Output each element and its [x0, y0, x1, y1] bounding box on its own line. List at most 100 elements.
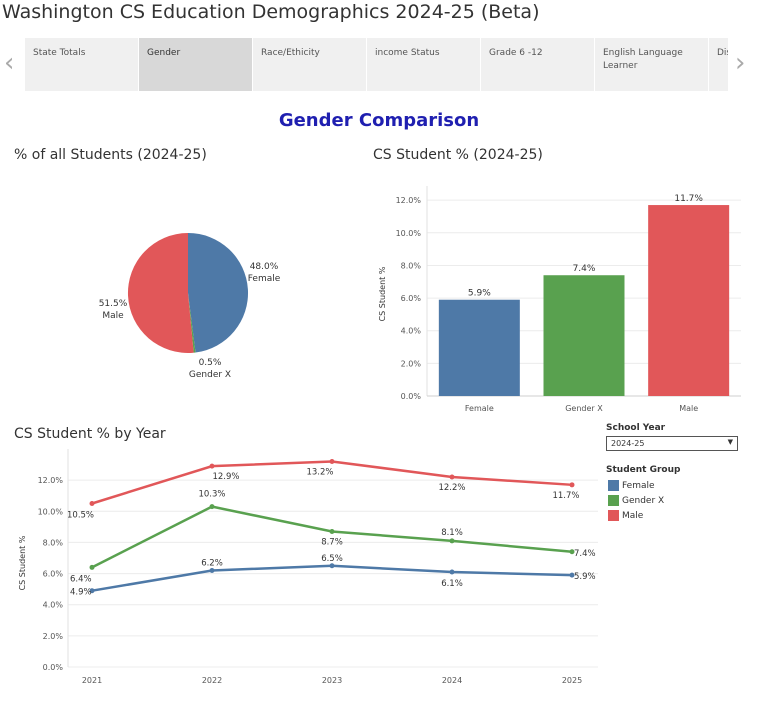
dropdown-arrow-icon: ▼ — [727, 438, 733, 446]
legend-swatch — [608, 480, 619, 491]
line-y-tick-label: 4.0% — [43, 601, 64, 610]
line-point-male — [569, 482, 575, 488]
line-point-male — [89, 501, 95, 506]
line-point-label: 6.1% — [441, 579, 463, 589]
pie-slice-name-label: Male — [102, 311, 124, 321]
chevron-right-icon[interactable]: › — [735, 48, 746, 78]
bar-value-label: 7.4% — [573, 264, 596, 274]
pie-slice-male — [127, 232, 194, 353]
line-point-gender-x — [329, 529, 335, 535]
school-year-select[interactable]: 2024-25 ▼ — [606, 436, 738, 451]
student-group-label: Student Group — [606, 465, 681, 475]
line-point-female — [329, 563, 335, 569]
line-point-label: 6.5% — [321, 554, 343, 564]
line-x-tick-label: 2021 — [82, 676, 102, 685]
legend-item-female[interactable]: Female — [608, 480, 655, 492]
line-y-axis-title: CS Student % — [18, 535, 27, 590]
line-point-label: 6.4% — [70, 574, 92, 584]
bar-x-tick-label: Gender X — [565, 404, 603, 413]
legend-item-gender-x[interactable]: Gender X — [608, 495, 664, 507]
tab-race-ethnicity[interactable]: Race/Ethicity — [253, 38, 366, 91]
line-point-female — [209, 567, 215, 573]
line-x-tick-label: 2023 — [322, 676, 342, 685]
bar-y-tick-label: 10.0% — [396, 229, 422, 238]
bar-y-tick-label: 8.0% — [401, 261, 422, 270]
line-series-female — [91, 564, 573, 592]
legend-item-male[interactable]: Male — [608, 510, 643, 522]
line-point-label: 6.2% — [201, 558, 223, 568]
line-y-tick-label: 8.0% — [43, 538, 64, 547]
line-point-label: 12.9% — [212, 472, 239, 482]
bar-x-tick-label: Male — [679, 404, 698, 413]
line-point-gender-x — [569, 549, 575, 555]
line-point-label: 7.4% — [574, 549, 596, 559]
line-y-tick-label: 10.0% — [38, 507, 64, 516]
tab-grade-6-12[interactable]: Grade 6 -12 — [481, 38, 594, 91]
line-chart: 0.0% 2.0% 4.0% 6.0% 8.0% 10.0% 12.0% CS Student… — [18, 449, 598, 685]
bar-y-axis-title: CS Student % — [378, 266, 387, 321]
legend-label: Female — [622, 481, 655, 491]
pie-slice-value-label: 48.0% — [250, 262, 279, 272]
pie-slice-value-label: 51.5% — [99, 299, 128, 309]
page-title: Washington CS Education Demographics 202… — [2, 1, 540, 23]
legend-label: Male — [622, 511, 644, 521]
school-year-label: School Year — [606, 423, 666, 433]
legend-label: Gender X — [622, 496, 665, 506]
pie-slice-name-label: Gender X — [189, 370, 231, 380]
line-point-gender-x — [449, 538, 455, 544]
pie-slice-female — [188, 233, 249, 353]
pie-slice-gender-x — [188, 293, 196, 353]
chevron-left-icon[interactable]: ‹ — [4, 48, 15, 78]
tab-english-language-learner[interactable]: English Language Learner — [595, 38, 708, 91]
pie-slice-value-label: 0.5% — [199, 358, 222, 368]
bar-male — [648, 205, 730, 396]
line-point-label: 5.9% — [574, 572, 596, 582]
line-point-label: 10.5% — [67, 511, 94, 521]
bar-y-tick-label: 0.0% — [401, 392, 422, 401]
tab-disability[interactable]: Dis — [709, 38, 728, 91]
line-point-male — [209, 463, 215, 469]
line-point-label: 13.2% — [306, 467, 333, 477]
school-year-value: 2024-25 — [611, 439, 645, 448]
bar-x-tick-label: Female — [465, 404, 494, 413]
line-point-female — [569, 572, 575, 578]
line-y-tick-label: 12.0% — [38, 476, 64, 485]
legend-swatch — [608, 495, 619, 506]
line-point-female — [89, 588, 95, 594]
pie-chart-title: % of all Students (2024-25) — [14, 147, 207, 163]
line-point-male — [329, 458, 335, 464]
line-x-tick-label: 2024 — [442, 676, 462, 685]
tab-gender[interactable]: Gender — [139, 38, 252, 91]
line-chart-title: CS Student % by Year — [14, 426, 166, 442]
bar-chart-title: CS Student % (2024-25) — [373, 147, 543, 163]
line-point-label: 11.7% — [552, 491, 579, 501]
tab-strip: State Totals Gender Race/Ethicity income… — [25, 38, 728, 91]
legend-swatch — [608, 510, 619, 521]
line-point-label: 4.9% — [70, 588, 92, 598]
line-point-male — [449, 474, 455, 480]
line-point-gender-x — [89, 564, 95, 570]
line-point-label: 8.7% — [321, 538, 343, 548]
bar-gender-x — [543, 275, 625, 396]
line-y-tick-label: 2.0% — [43, 632, 64, 641]
bar-value-label: 5.9% — [468, 289, 491, 299]
tab-income-status[interactable]: income Status — [367, 38, 480, 91]
bar-value-label: 11.7% — [674, 194, 703, 204]
section-heading: Gender Comparison — [278, 110, 480, 131]
line-y-tick-label: 6.0% — [43, 570, 64, 579]
line-point-gender-x — [209, 504, 215, 510]
bar-y-tick-label: 4.0% — [401, 327, 422, 336]
line-point-label: 8.1% — [441, 528, 463, 538]
line-x-tick-label: 2022 — [202, 676, 222, 685]
pie-chart: 48.0% Female 0.5% Gender X 51.5% Male — [99, 232, 281, 380]
line-point-label: 10.3% — [198, 490, 225, 500]
bar-y-tick-label: 12.0% — [396, 196, 422, 205]
bar-y-tick-label: 2.0% — [401, 359, 422, 368]
tab-bar: ‹ State Totals Gender Race/Ethicity inco… — [0, 38, 758, 91]
tab-state-totals[interactable]: State Totals — [25, 38, 138, 91]
line-y-tick-label: 0.0% — [43, 663, 64, 672]
line-point-female — [449, 569, 455, 575]
pie-slice-name-label: Female — [248, 274, 281, 284]
bar-female — [438, 299, 520, 396]
line-point-label: 12.2% — [438, 483, 465, 493]
